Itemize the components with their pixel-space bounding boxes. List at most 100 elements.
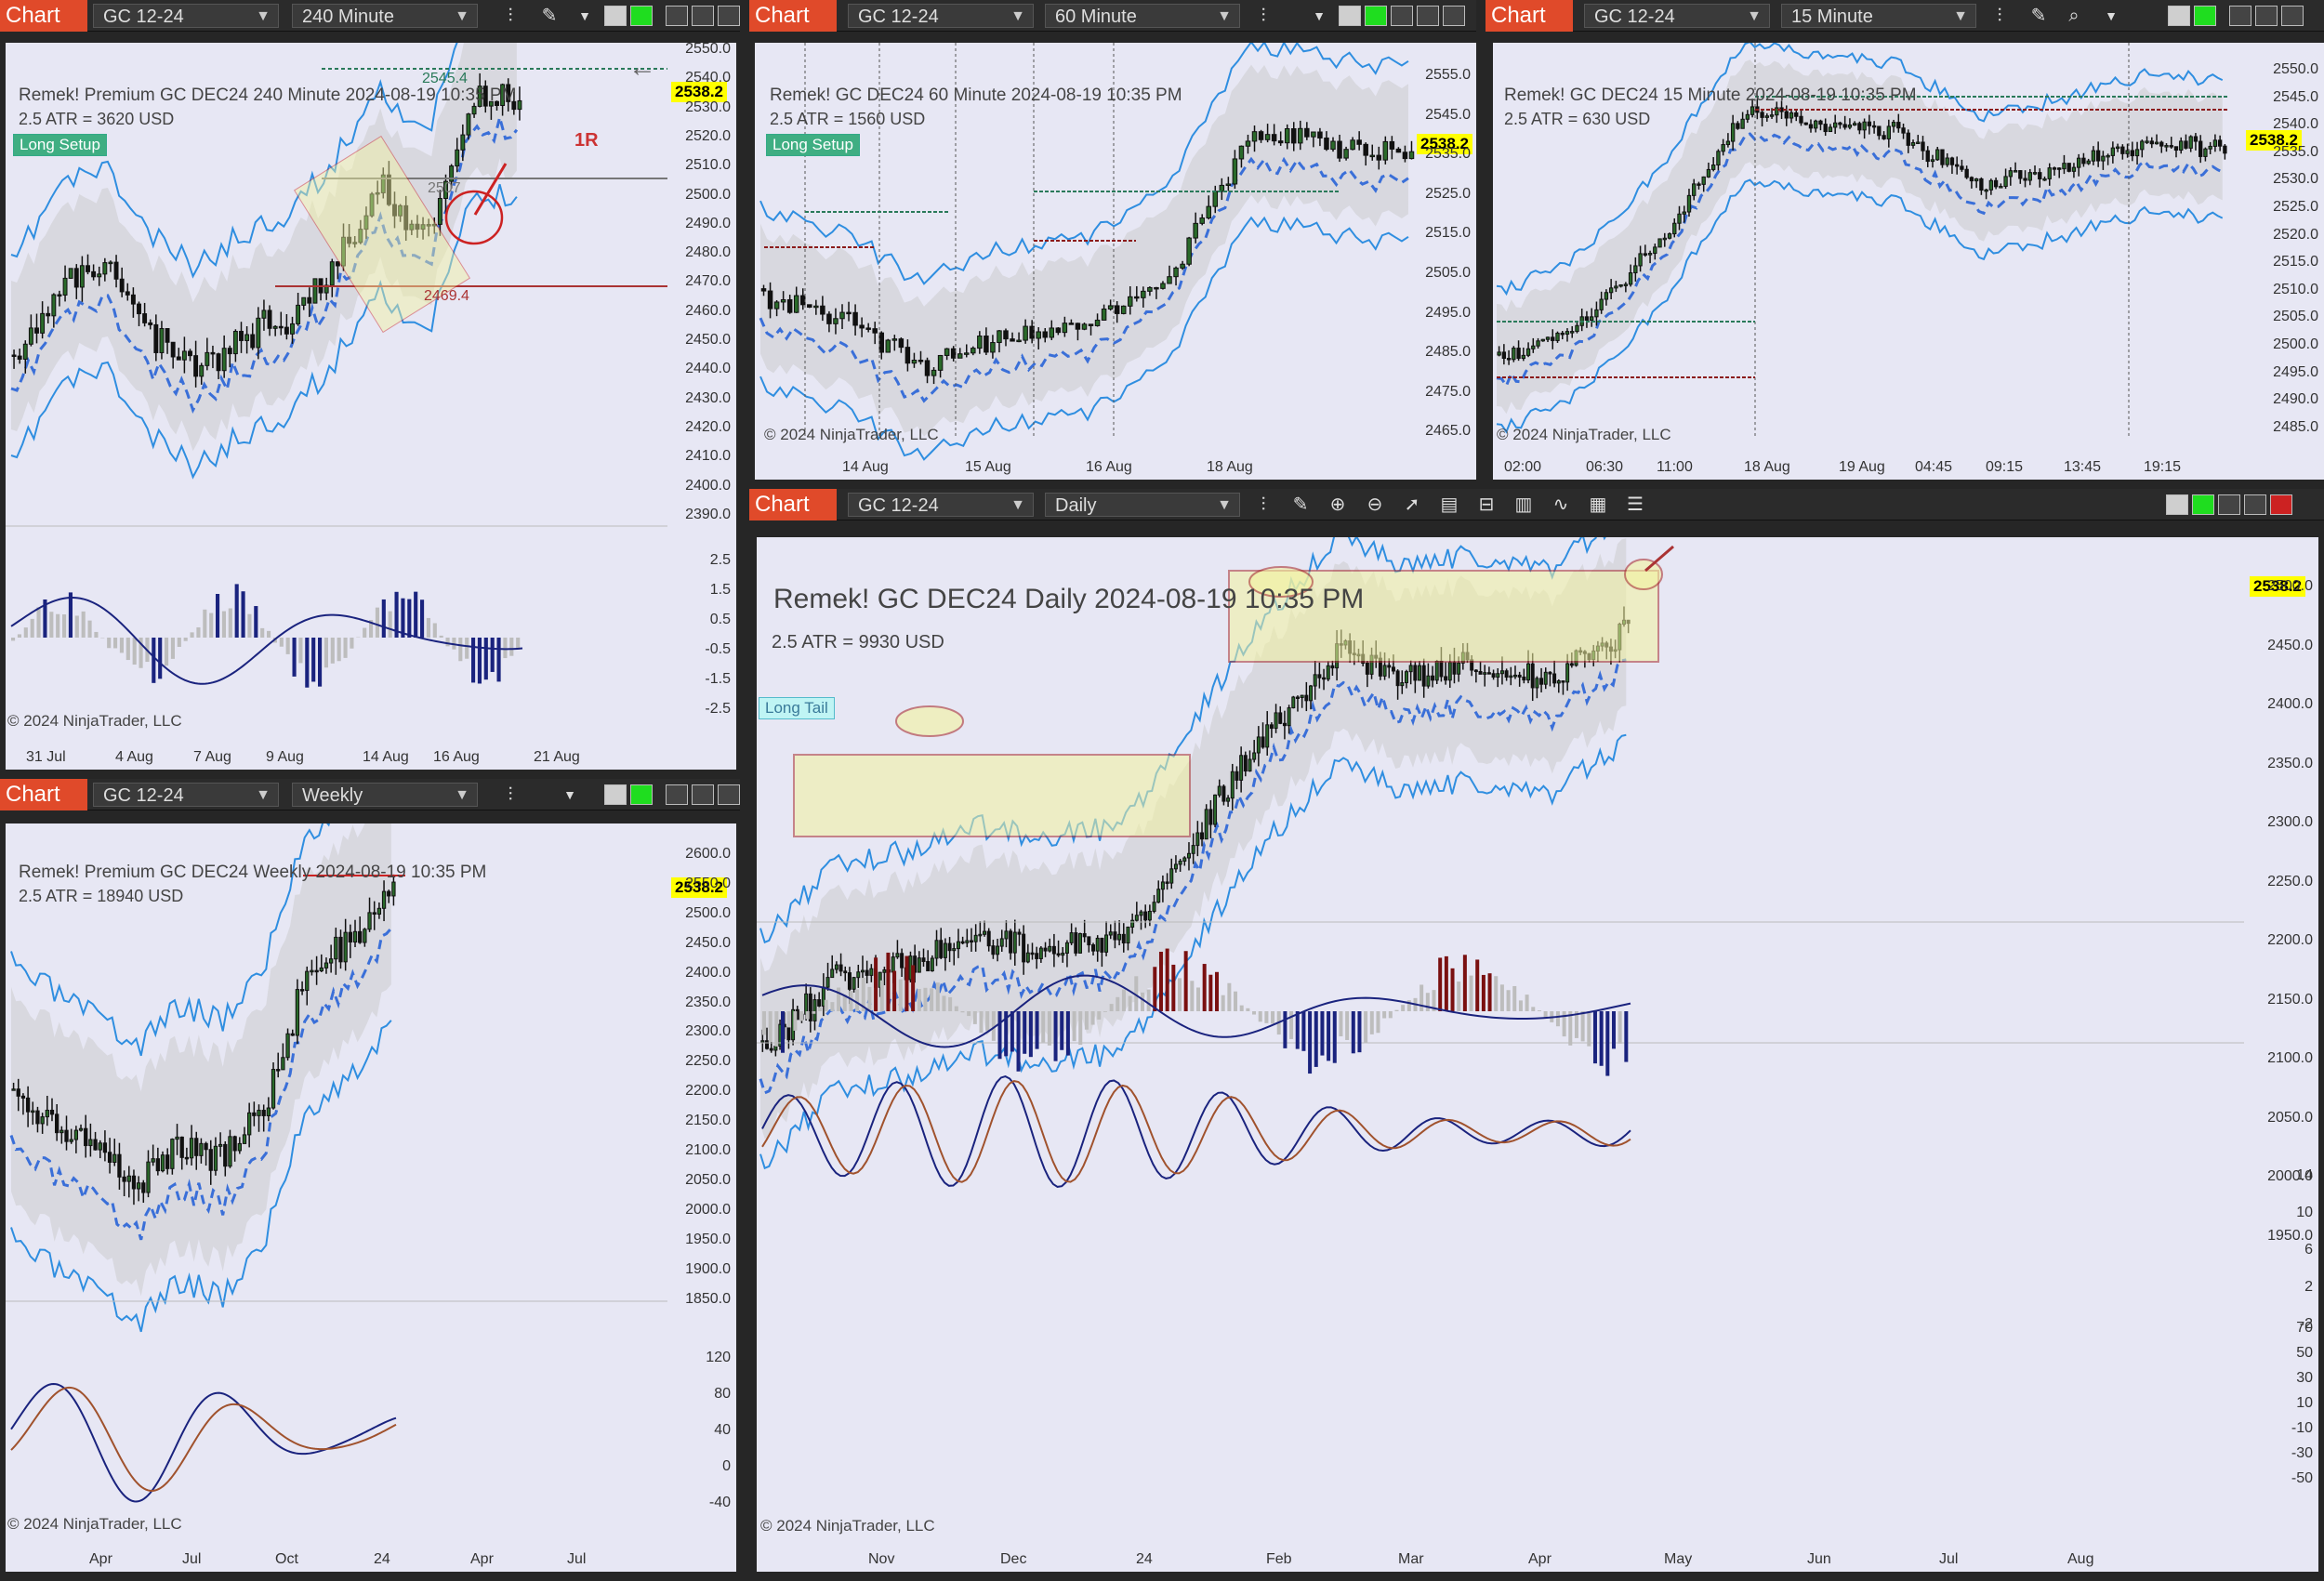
instrument-selector[interactable]: GC 12-24 ▼ [93, 4, 279, 28]
minimize-button[interactable] [2229, 6, 2251, 26]
price-panel[interactable]: Remek! GC DEC24 15 Minute 2024-08-19 10:… [1493, 43, 2324, 480]
chart-menu-tab[interactable]: Chart [0, 0, 87, 32]
chevron-down-icon[interactable]: ▼ [2105, 8, 2118, 23]
minimize-button[interactable] [1391, 6, 1413, 26]
close-button[interactable] [2270, 494, 2292, 515]
candle-body [2086, 160, 2091, 165]
drawing-tool-icon[interactable]: ✎ [1292, 494, 1309, 515]
bar-style-icon[interactable]: ⫶ [1997, 6, 2002, 26]
data-box-icon[interactable]: ▤ [1440, 494, 1459, 515]
candle-body [324, 962, 329, 968]
chart-daily-svg [757, 537, 2244, 1188]
drawing-tool-icon[interactable]: ✎ [541, 6, 558, 26]
time-tick-label: Jul [1939, 1551, 1959, 1567]
bar-style-icon[interactable]: ⫶ [508, 6, 513, 26]
instrument-selector[interactable]: GC 12-24 ▼ [1584, 4, 1770, 28]
zoom-out-icon[interactable]: ⊖ [1367, 494, 1383, 515]
link-button[interactable] [2192, 494, 2214, 515]
candle-body [1760, 112, 1764, 118]
link-button[interactable] [2194, 6, 2216, 26]
candle-body [1594, 309, 1599, 318]
interval-selector[interactable]: Weekly ▼ [292, 783, 478, 807]
time-tick-label: 06:30 [1586, 459, 1624, 475]
candle-body [939, 940, 944, 958]
candle-body [817, 999, 822, 1007]
maximize-button[interactable] [2244, 494, 2266, 515]
candle-body [1721, 144, 1725, 152]
chevron-down-icon[interactable]: ▼ [1313, 8, 1326, 23]
templates-icon[interactable]: ▦ [1589, 494, 1607, 515]
chevron-down-icon[interactable]: ▼ [578, 8, 591, 23]
restore-button[interactable] [604, 6, 627, 26]
candle-body [1590, 316, 1594, 321]
minimize-button[interactable] [666, 784, 688, 805]
candle-body [1169, 868, 1174, 884]
bar-style-icon[interactable]: ⫶ [508, 784, 513, 805]
maximize-button[interactable] [692, 784, 714, 805]
maximize-button[interactable] [692, 6, 714, 26]
restore-button[interactable] [2168, 6, 2190, 26]
candle-body [1686, 194, 1692, 213]
bar-style-icon[interactable]: ⫶ [1261, 494, 1266, 515]
candle-body [2057, 167, 2062, 170]
time-tick-label: 18 Aug [1744, 459, 1790, 475]
price-panel[interactable]: Remek! GC DEC24 60 Minute 2024-08-19 10:… [755, 43, 1476, 480]
properties-icon[interactable]: ⊟ [1478, 494, 1495, 515]
chart-menu-tab[interactable]: Chart [0, 779, 87, 810]
instrument-selector[interactable]: GC 12-24 ▼ [848, 4, 1034, 28]
close-button[interactable] [2281, 6, 2304, 26]
link-button[interactable] [630, 784, 653, 805]
maximize-button[interactable] [1417, 6, 1439, 26]
minimize-button[interactable] [666, 6, 688, 26]
zoom-icon[interactable]: ⌕ [2068, 6, 2080, 26]
histogram-bar [1072, 1011, 1076, 1042]
list-icon[interactable]: ☰ [1627, 494, 1644, 515]
minimize-button[interactable] [2218, 494, 2240, 515]
close-button[interactable] [718, 784, 740, 805]
interval-selector[interactable]: Daily ▼ [1045, 493, 1240, 517]
interval-selector[interactable]: 15 Minute ▼ [1781, 4, 1976, 28]
pointer-icon[interactable]: ➚ [1404, 494, 1420, 515]
link-button[interactable] [630, 6, 653, 26]
close-button[interactable] [1443, 6, 1465, 26]
link-button[interactable] [1365, 6, 1387, 26]
candle-body [1173, 863, 1178, 870]
price-panel[interactable]: Remek! GC DEC24 Daily 2024-08-19 10:35 P… [757, 537, 2318, 1572]
drawing-tool-icon[interactable]: ✎ [2030, 6, 2047, 26]
indicators-icon[interactable]: ▥ [1514, 494, 1533, 515]
price-panel[interactable]: Remek! Premium GC DEC24 Weekly 2024-08-1… [6, 823, 736, 1572]
bar-style-icon[interactable]: ⫶ [1261, 6, 1266, 26]
price-tick-label: 2350.0 [685, 994, 731, 1010]
histogram-bar [1481, 974, 1486, 1011]
zoom-in-icon[interactable]: ⊕ [1329, 494, 1346, 515]
interval-selector[interactable]: 240 Minute ▼ [292, 4, 478, 28]
instrument-selector[interactable]: GC 12-24 ▼ [848, 493, 1034, 517]
histogram-bar [1406, 1000, 1411, 1011]
candle-body [142, 313, 148, 323]
price-panel[interactable]: ← Remek! Premium GC DEC24 240 Minute 202… [6, 43, 736, 770]
instrument-selector[interactable]: GC 12-24 ▼ [93, 783, 279, 807]
strategies-icon[interactable]: ∿ [1552, 494, 1569, 515]
chart-menu-tab[interactable]: Chart [749, 0, 837, 32]
restore-button[interactable] [2166, 494, 2188, 515]
candle-body [1522, 676, 1526, 681]
histogram-bar [1103, 1011, 1107, 1012]
candle-body [1400, 682, 1405, 687]
histogram-bar [1258, 1011, 1262, 1022]
candle-body [991, 945, 996, 955]
interval-selector[interactable]: 60 Minute ▼ [1045, 4, 1240, 28]
restore-button[interactable] [1339, 6, 1361, 26]
candle-body [1130, 919, 1135, 928]
close-button[interactable] [718, 6, 740, 26]
chart-menu-tab[interactable]: Chart [1486, 0, 1573, 32]
maximize-button[interactable] [2255, 6, 2278, 26]
candle-body [1789, 112, 1794, 119]
candle-body [181, 350, 187, 361]
chart-menu-tab[interactable]: Chart [749, 489, 837, 520]
chevron-down-icon[interactable]: ▼ [563, 787, 576, 802]
current-price-marker: 2538.2 [2250, 576, 2305, 597]
candle-body [68, 268, 73, 279]
restore-button[interactable] [604, 784, 627, 805]
candle-body [1565, 331, 1570, 336]
candle-body [1230, 771, 1235, 799]
